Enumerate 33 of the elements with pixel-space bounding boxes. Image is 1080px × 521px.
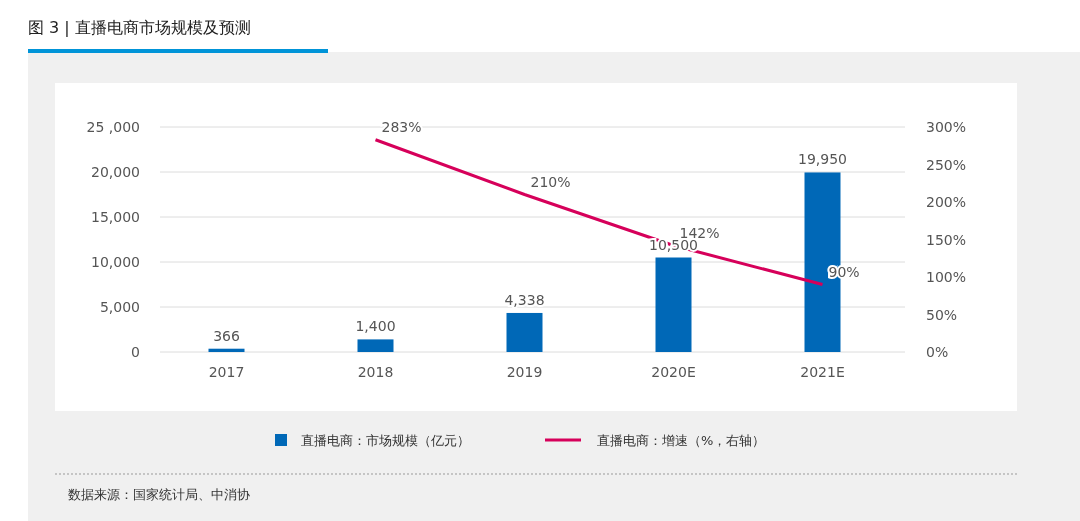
data-label: 210%: [530, 173, 571, 190]
x-tick-label: 2021E: [800, 364, 845, 380]
y2-tick-label: 300%: [926, 119, 967, 135]
bar: [506, 312, 543, 352]
data-label: 142%: [679, 224, 720, 241]
bar: [357, 339, 394, 352]
source-note: 数据来源：国家统计局、中消协: [68, 487, 250, 502]
y2-tick-label: 100%: [926, 269, 967, 285]
x-tick-label: 2019: [506, 364, 543, 380]
y2-tick-label: 250%: [926, 156, 967, 173]
legend-label: 直播电商：增速（%，右轴）: [597, 433, 766, 448]
data-label: 1,400: [355, 318, 396, 335]
legend-label: 直播电商：市场规模（亿元）: [301, 433, 470, 448]
y-tick-label: 10,000: [91, 254, 140, 270]
y-tick-label: 25 ,000: [86, 119, 140, 135]
y2-tick-label: 200%: [926, 194, 967, 210]
y2-tick-label: 50%: [926, 306, 958, 323]
y-tick-label: 0: [131, 344, 140, 360]
data-label: 366: [213, 327, 240, 344]
y2-tick-label: 150%: [926, 231, 967, 248]
y-tick-label: 20,000: [91, 164, 140, 180]
chart-title: 图 3 | 直播电商市场规模及预测: [28, 18, 251, 37]
data-label: 19,950: [798, 151, 847, 168]
y2-tick-label: 0%: [926, 344, 949, 360]
data-label: 283%: [381, 118, 422, 135]
data-label: 4,338: [504, 291, 545, 308]
x-tick-label: 2017: [208, 364, 245, 380]
x-tick-label: 2020E: [651, 364, 696, 380]
y-tick-label: 15,000: [91, 209, 140, 225]
x-tick-label: 2018: [357, 364, 394, 380]
y-tick-label: 5,000: [99, 299, 140, 315]
bar: [208, 348, 245, 352]
bar: [655, 257, 692, 352]
